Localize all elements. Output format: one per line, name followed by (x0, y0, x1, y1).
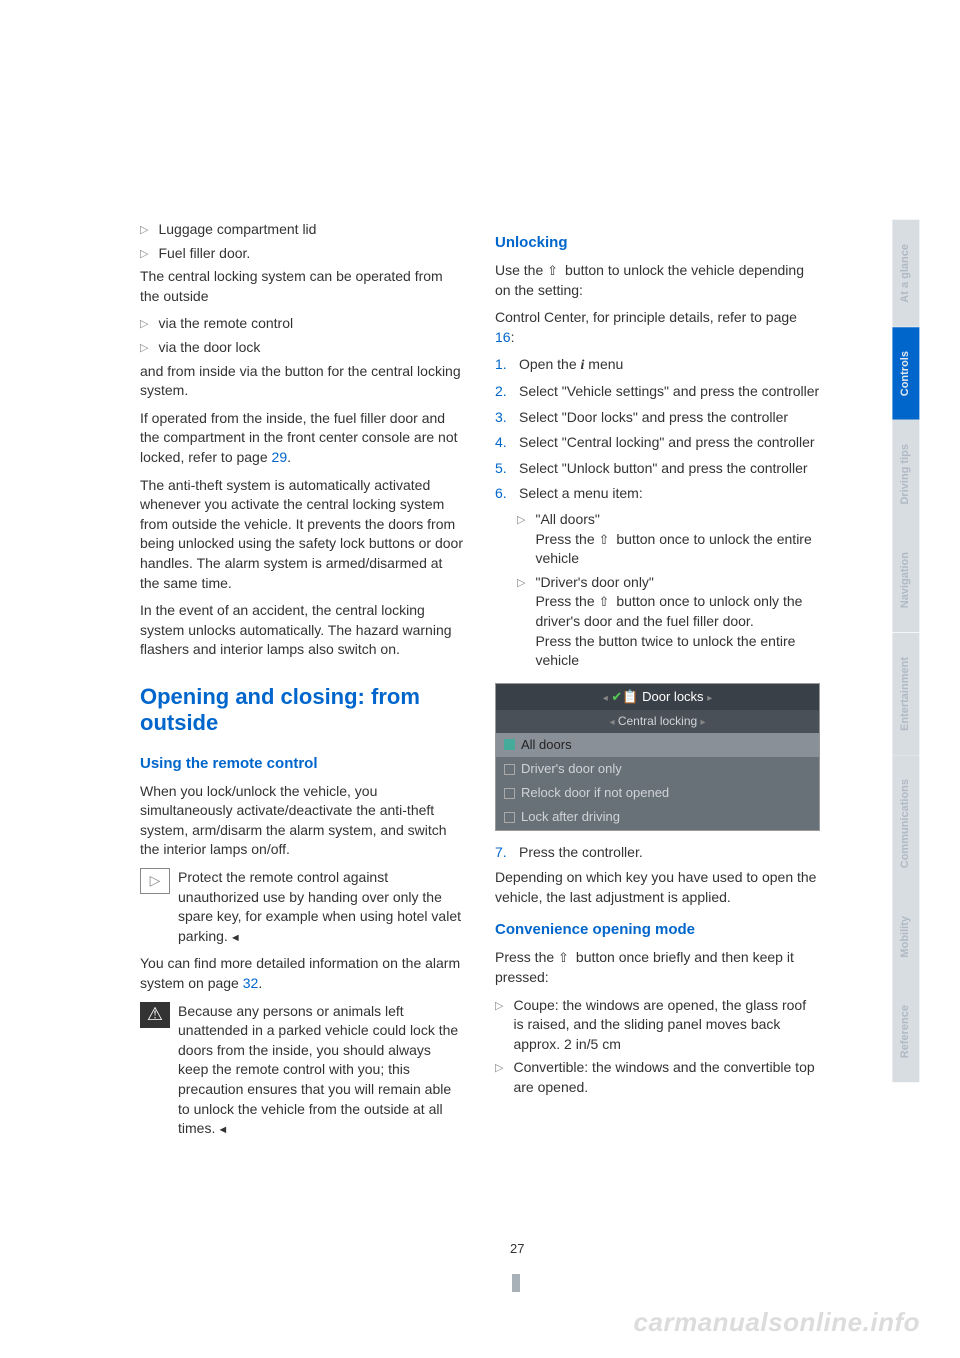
tab-mobility[interactable]: Mobility (892, 892, 919, 982)
body-text: Because any persons or animals left unat… (178, 1003, 458, 1137)
list-item: 4. Select "Central locking" and press the… (495, 433, 820, 453)
checkbox-icon (504, 764, 515, 775)
body-text: Select "Central locking" and press the c… (519, 433, 815, 453)
body-text: The central locking system can be operat… (140, 267, 465, 306)
body-text: Press the controller. (519, 843, 643, 863)
checkbox-icon (504, 788, 515, 799)
idrive-screenshot: ◂ ✔📋 Door locks ▸ ◂ Central locking ▸ Al… (495, 683, 820, 831)
list-number: 2. (495, 382, 511, 402)
body-text: Depending on which key you have used to … (495, 868, 820, 907)
bullet-item: ▷"All doors"Press the button once to unl… (517, 510, 820, 569)
list-number: 1. (495, 355, 511, 376)
bullet-item: ▷ Luggage compartment lid (140, 220, 465, 240)
body-text: Select "Unlock button" and press the con… (519, 459, 808, 479)
tab-driving-tips[interactable]: Driving tips (892, 420, 919, 529)
warning-icon: ⚠ (140, 1002, 170, 1028)
triangle-bullet-icon: ▷ (140, 338, 148, 358)
body-text: Select "Door locks" and press the contro… (519, 408, 788, 428)
body-text: You can find more detailed information o… (140, 954, 465, 993)
screenshot-row: Relock door if not opened (496, 781, 819, 805)
bullet-item: ▷Coupe: the windows are opened, the glas… (495, 996, 820, 1055)
list-number: 7. (495, 843, 511, 863)
unlock-icon (599, 530, 613, 542)
list-item: 5. Select "Unlock button" and press the c… (495, 459, 820, 479)
body-text: Press the button once briefly and then k… (495, 948, 820, 987)
bullet-item: ▷ Convertible: the windows and the conver… (495, 1058, 820, 1097)
body-text: Luggage compartment lid (158, 220, 316, 240)
screenshot-row: Lock after driving (496, 805, 819, 829)
body-text: In the event of an accident, the central… (140, 601, 465, 660)
subsection-heading: Unlocking (495, 232, 820, 253)
unlock-icon (558, 948, 572, 960)
checkbox-icon (504, 812, 515, 823)
body-text: Use the button to unlock the vehicle dep… (495, 261, 820, 300)
list-item: 7. Press the controller. (495, 843, 820, 863)
tab-at-a-glance[interactable]: At a glance (892, 220, 919, 327)
left-column: ▷ Luggage compartment lid ▷ Fuel filler do… (140, 220, 465, 1147)
triangle-bullet-icon: ▷ (495, 1058, 503, 1097)
body-text: Select "Vehicle settings" and press the … (519, 382, 819, 402)
bullet-item: ▷ via the remote control (140, 314, 465, 334)
bullet-item: ▷ Fuel filler door. (140, 244, 465, 264)
tab-entertainment[interactable]: Entertainment (892, 633, 919, 755)
screenshot-subtitle: ◂ Central locking ▸ (496, 710, 819, 733)
triangle-bullet-icon: ▷ (140, 220, 148, 240)
right-column: Unlocking Use the button to unlock the v… (495, 220, 820, 1147)
body-text: Fuel filler door. (158, 244, 250, 264)
body-text: "All doors"Press the button once to unlo… (535, 510, 820, 569)
section-heading: Opening and closing: from outside (140, 684, 465, 737)
page-link[interactable]: 32 (243, 975, 259, 991)
triangle-bullet-icon: ▷ (140, 244, 148, 264)
body-text: When you lock/unlock the vehicle, you si… (140, 782, 465, 860)
list-item: 1. Open the i menu (495, 355, 820, 376)
triangle-bullet-icon: ▷ (517, 573, 525, 671)
list-number: 5. (495, 459, 511, 479)
list-item: 2. Select "Vehicle settings" and press th… (495, 382, 820, 402)
bullet-item: ▷"Driver's door only"Press the button on… (517, 573, 820, 671)
body-text: Protect the remote control against unaut… (178, 869, 461, 944)
body-text: The anti-theft system is automatically a… (140, 476, 465, 594)
body-text: Coupe: the windows are opened, the glass… (513, 996, 820, 1055)
body-text: via the door lock (158, 338, 260, 358)
body-text: and from inside via the button for the c… (140, 362, 465, 401)
side-tabs: At a glance Controls Driving tips Naviga… (892, 220, 920, 1083)
list-item: 3. Select "Door locks" and press the cont… (495, 408, 820, 428)
list-number: 4. (495, 433, 511, 453)
body-text: Open the i menu (519, 355, 623, 376)
body-text: Select a menu item: (519, 484, 643, 504)
bullet-item: ▷ via the door lock (140, 338, 465, 358)
subsection-heading: Using the remote control (140, 753, 465, 774)
triangle-bullet-icon: ▷ (517, 510, 525, 569)
tab-communications[interactable]: Communications (892, 755, 919, 892)
screenshot-title: ◂ ✔📋 Door locks ▸ (496, 684, 819, 710)
subsection-heading: Convenience opening mode (495, 919, 820, 940)
list-number: 3. (495, 408, 511, 428)
list-item: 6. Select a menu item: (495, 484, 820, 504)
triangle-bullet-icon: ▷ (495, 996, 503, 1055)
unlock-icon (599, 592, 613, 604)
body-text: "Driver's door only"Press the button onc… (535, 573, 820, 671)
unlock-icon (547, 261, 561, 273)
watermark: carmanualsonline.info (634, 1304, 920, 1340)
checkbox-checked-icon (504, 739, 515, 750)
body-text: Convertible: the windows and the convert… (513, 1058, 820, 1097)
screenshot-row: All doors (496, 733, 819, 757)
page-number: 27 (510, 1240, 524, 1292)
page-link[interactable]: 16 (495, 329, 511, 345)
note-box: ▷ Protect the remote control against una… (140, 868, 465, 946)
body-text: If operated from the inside, the fuel fi… (140, 409, 465, 468)
list-number: 6. (495, 484, 511, 504)
triangle-bullet-icon: ▷ (140, 314, 148, 334)
warning-box: ⚠ Because any persons or animals left un… (140, 1002, 465, 1139)
tab-controls[interactable]: Controls (892, 327, 919, 420)
page-link[interactable]: 29 (272, 449, 288, 465)
body-text: Control Center, for principle details, r… (495, 308, 820, 347)
screenshot-row: Driver's door only (496, 757, 819, 781)
tab-reference[interactable]: Reference (892, 981, 919, 1082)
tab-navigation[interactable]: Navigation (892, 528, 919, 632)
note-icon: ▷ (140, 868, 170, 894)
body-text: via the remote control (158, 314, 293, 334)
